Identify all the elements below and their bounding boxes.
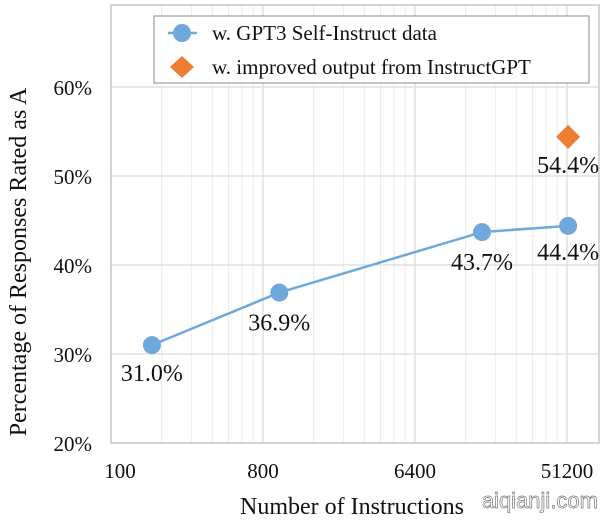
x-tick-labels: 100 800 6400 51200: [104, 459, 593, 483]
y-tick-label: 50%: [54, 165, 93, 189]
x-tick-label: 6400: [394, 459, 436, 483]
legend-circle-marker: [173, 24, 191, 42]
legend-diamond-marker: [170, 56, 194, 78]
legend-label-self-instruct: w. GPT3 Self-Instruct data: [212, 21, 438, 45]
y-tick-label: 60%: [54, 76, 93, 100]
data-point-self-instruct: [472, 223, 491, 242]
plot-area-border: [110, 4, 600, 444]
x-axis-label: Number of Instructions: [240, 494, 464, 520]
series: 31.0% 36.9% 43.7% 44.4% 54.4%: [121, 124, 599, 387]
y-tick-label: 30%: [54, 343, 93, 367]
legend: w. GPT3 Self-Instruct data w. improved o…: [153, 15, 590, 84]
data-point-self-instruct: [142, 336, 161, 355]
data-label: 44.4%: [537, 240, 599, 266]
x-tick-label: 100: [104, 459, 136, 483]
y-tick-label: 20%: [54, 432, 93, 456]
legend-label-instructgpt: w. improved output from InstructGPT: [212, 55, 531, 79]
legend-box: [153, 15, 590, 84]
data-point-instructgpt: [556, 124, 581, 149]
x-tick-label: 800: [247, 459, 279, 483]
data-point-self-instruct: [559, 216, 578, 235]
series-line-self-instruct: [151, 224, 569, 347]
data-label: 36.9%: [248, 311, 310, 337]
y-tick-label: 40%: [54, 254, 93, 278]
data-label: 31.0%: [121, 361, 183, 387]
y-axis-label: Percentage of Responses Rated as A: [6, 87, 32, 436]
y-tick-labels: 20% 30% 40% 50% 60%: [54, 76, 93, 456]
data-label: 43.7%: [451, 250, 513, 276]
watermark: aiqianji.com: [482, 488, 598, 513]
x-tick-label: 51200: [541, 459, 594, 483]
data-point-self-instruct: [270, 283, 289, 302]
data-label: 54.4%: [537, 153, 599, 179]
